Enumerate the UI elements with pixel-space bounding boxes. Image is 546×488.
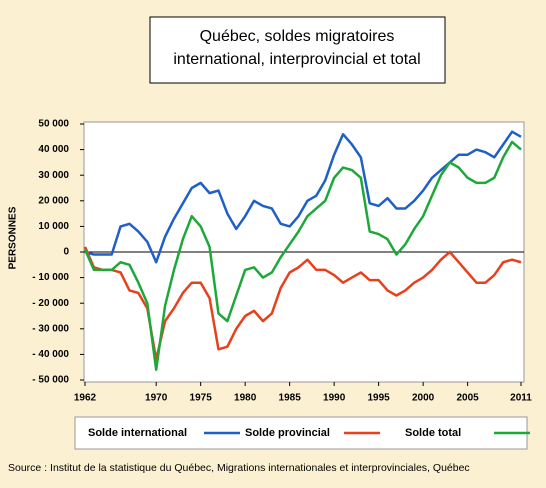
chart-title: Québec, soldes migratoires <box>200 28 395 45</box>
y-tick-label: 30 000 <box>38 170 69 181</box>
x-tick-label: 1980 <box>234 393 257 404</box>
y-tick-label: - 30 000 <box>32 323 69 334</box>
legend-label: Solde provincial <box>245 427 330 439</box>
y-tick-label: - 50 000 <box>32 375 69 386</box>
series-line <box>83 140 522 372</box>
y-tick-label: 0 <box>63 247 69 258</box>
y-tick-label: 50 000 <box>38 119 69 130</box>
y-tick-label: - 20 000 <box>32 298 69 309</box>
y-tick-label: 20 000 <box>38 195 69 206</box>
x-tick-label: 2000 <box>412 393 435 404</box>
y-tick-label: 10 000 <box>38 221 69 232</box>
title-box <box>149 16 446 84</box>
x-tick-label: 1985 <box>279 393 302 404</box>
y-axis-label: PERSONNES <box>8 206 19 269</box>
x-tick-label: 1975 <box>190 393 213 404</box>
x-tick-label: 2005 <box>456 393 479 404</box>
legend-label: Solde international <box>88 427 187 439</box>
y-tick-label: 40 000 <box>38 144 69 155</box>
legend-label: Solde total <box>405 427 461 439</box>
x-tick-label: 1990 <box>323 393 346 404</box>
x-tick-label: 1995 <box>368 393 391 404</box>
y-tick-label: - 10 000 <box>32 272 69 283</box>
y-tick-label: - 40 000 <box>32 349 69 360</box>
source: Source : Institut de la statistique du Q… <box>8 462 470 474</box>
chart-title: international, interprovincial et total <box>173 51 420 68</box>
x-tick-label: 1970 <box>145 393 168 404</box>
x-tick-label: 2011 <box>510 393 532 404</box>
legend-box <box>74 416 528 450</box>
x-tick-label: 1962 <box>74 393 97 404</box>
